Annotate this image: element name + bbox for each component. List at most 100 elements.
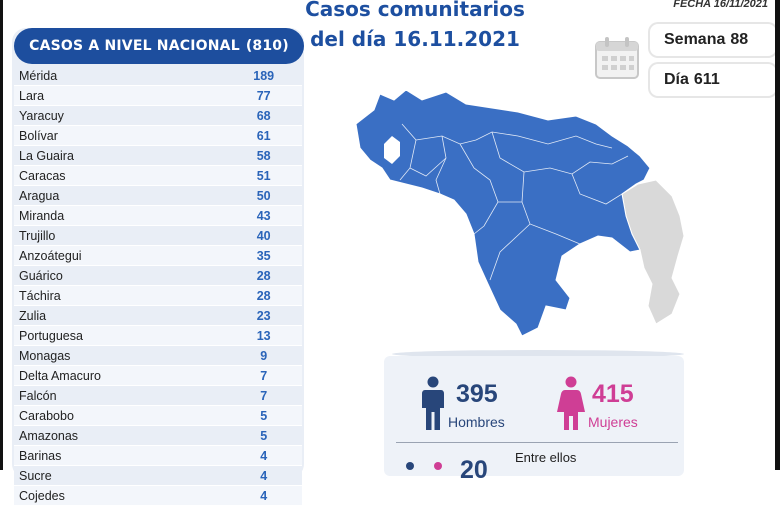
week-value: 88 — [730, 31, 749, 48]
state-name: Miranda — [19, 208, 65, 223]
title-line-1: Casos comunitarios — [305, 0, 525, 21]
left-edge — [0, 0, 3, 470]
state-cases: 4 — [260, 468, 268, 483]
state-borders — [399, 123, 629, 281]
table-row: Miranda 43 — [14, 206, 302, 226]
among-count: 20 — [460, 456, 488, 484]
table-row: La Guaira 58 — [14, 146, 302, 166]
title-line-2: del día 16.11.2021 — [310, 27, 520, 51]
state-name: Sucre — [19, 468, 52, 483]
state-cases: 58 — [256, 148, 271, 163]
table-row: Monagas 9 — [14, 346, 302, 366]
state-cases: 50 — [256, 188, 271, 203]
state-cases: 5 — [260, 428, 268, 443]
state-name: Yaracuy — [19, 108, 64, 123]
table-row: Guárico 28 — [14, 266, 302, 286]
right-edge — [775, 0, 780, 470]
state-name: Cojedes — [19, 488, 65, 503]
map-mainland — [355, 89, 651, 337]
men-count: 395 — [456, 380, 498, 408]
state-name: Monagas — [19, 348, 71, 363]
state-cases: 51 — [256, 168, 271, 183]
state-name: Zulia — [19, 308, 47, 323]
state-cases: 35 — [256, 248, 271, 263]
state-name: Táchira — [19, 288, 61, 303]
national-heading: CASOS A NIVEL NACIONAL — [29, 38, 240, 54]
table-row: Cojedes 4 — [14, 486, 302, 506]
state-name: Lara — [19, 88, 45, 103]
national-table: Mérida 189 Lara 77 Yaracuy 68 Bolívar 61 La Guai… — [14, 66, 302, 506]
state-cases: 7 — [260, 368, 268, 383]
table-row: Lara 77 — [14, 86, 302, 106]
state-cases: 9 — [260, 348, 268, 363]
table-row: Anzoátegui 35 — [14, 246, 302, 266]
table-row: Amazonas 5 — [14, 426, 302, 446]
state-name: Barinas — [19, 448, 62, 463]
state-cases: 13 — [256, 328, 271, 343]
woman-icon — [556, 376, 586, 437]
state-name: Caracas — [19, 168, 66, 183]
state-cases: 189 — [253, 68, 275, 83]
page-title: Casos comunitarios del día 16.11.2021 — [300, 0, 530, 54]
table-row: Caracas 51 — [14, 166, 302, 186]
state-cases: 5 — [260, 408, 268, 423]
day-value: 611 — [693, 71, 720, 88]
state-cases: 68 — [256, 108, 271, 123]
state-cases: 28 — [256, 288, 271, 303]
gender-panel — [384, 356, 684, 476]
state-name: Falcón — [19, 388, 57, 403]
state-name: Guárico — [19, 268, 63, 283]
date-label: FECHA 16/11/2021 — [673, 0, 768, 10]
state-name: Delta Amacuro — [19, 368, 101, 383]
table-row: Portuguesa 13 — [14, 326, 302, 346]
table-row: Sucre 4 — [14, 466, 302, 486]
table-row: Delta Amacuro 7 — [14, 366, 302, 386]
among-label: Entre ellos — [515, 450, 577, 465]
table-row: Zulia 23 — [14, 306, 302, 326]
men-label: Hombres — [448, 414, 505, 430]
venezuela-map — [350, 84, 690, 349]
state-cases: 61 — [256, 128, 271, 143]
table-row: Táchira 28 — [14, 286, 302, 306]
week-badge: Semana 88 — [650, 24, 776, 56]
state-cases: 23 — [256, 308, 271, 323]
table-row: Aragua 50 — [14, 186, 302, 206]
state-name: Amazonas — [19, 428, 79, 443]
state-name: Portuguesa — [19, 328, 83, 343]
woman-icon-small — [432, 460, 444, 478]
state-cases: 4 — [260, 448, 268, 463]
day-label: Día — [664, 71, 689, 88]
state-cases: 40 — [256, 228, 271, 243]
women-count: 415 — [592, 380, 634, 408]
state-name: Aragua — [19, 188, 60, 203]
state-name: Mérida — [19, 68, 58, 83]
state-name: Bolívar — [19, 128, 58, 143]
day-badge: Día 611 — [650, 64, 776, 96]
national-table-header: CASOS A NIVEL NACIONAL (810) — [14, 28, 304, 64]
table-row: Mérida 189 — [14, 66, 302, 86]
women-label: Mujeres — [588, 414, 638, 430]
state-name: Anzoátegui — [19, 248, 82, 263]
state-cases: 28 — [256, 268, 271, 283]
state-name: La Guaira — [19, 148, 74, 163]
week-label: Semana — [664, 31, 726, 48]
state-cases: 43 — [256, 208, 271, 223]
table-row: Trujillo 40 — [14, 226, 302, 246]
state-name: Trujillo — [19, 228, 56, 243]
state-cases: 7 — [260, 388, 268, 403]
table-row: Yaracuy 68 — [14, 106, 302, 126]
man-icon-small — [404, 460, 416, 478]
calendar-icon — [594, 36, 640, 85]
state-name: Carabobo — [19, 408, 74, 423]
national-total: (810) — [245, 38, 289, 54]
lake-maracaibo — [384, 136, 400, 164]
man-icon — [420, 376, 446, 437]
state-cases: 4 — [260, 488, 268, 503]
table-row: Falcón 7 — [14, 386, 302, 406]
gender-divider — [396, 442, 678, 443]
table-row: Bolívar 61 — [14, 126, 302, 146]
table-row: Carabobo 5 — [14, 406, 302, 426]
state-cases: 77 — [256, 88, 271, 103]
table-row: Barinas 4 — [14, 446, 302, 466]
